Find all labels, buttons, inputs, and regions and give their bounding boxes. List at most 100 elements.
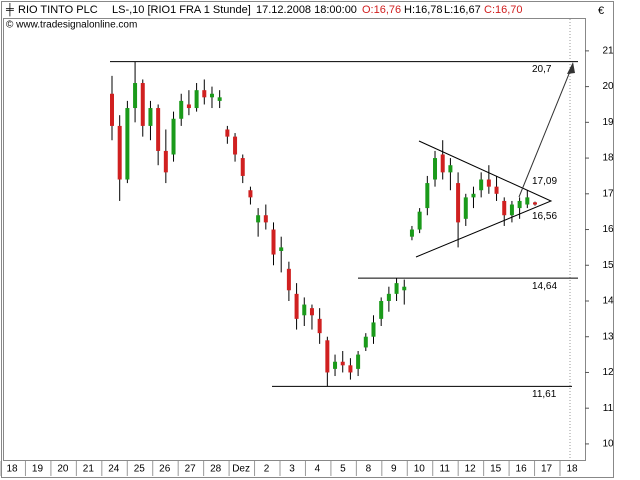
x-tick-label: 19 — [32, 464, 44, 475]
candle-body — [271, 229, 276, 255]
plot-border — [3, 18, 586, 461]
triangle-label: 17,09 — [532, 176, 557, 187]
x-tick-label: 18 — [6, 464, 18, 475]
level-label: 20,7 — [532, 64, 552, 75]
x-tick-label: 28 — [210, 464, 222, 475]
y-tick-label: 12 — [602, 367, 614, 378]
subtitle: LS-,10 [RIO1 FRA 1 Stunde] — [112, 4, 251, 16]
x-tick-label: 16 — [516, 464, 528, 475]
candle-body — [309, 308, 314, 316]
candle-body — [171, 118, 176, 155]
title: RIO TINTO PLC — [18, 4, 98, 16]
level-label: 14,64 — [532, 281, 557, 292]
x-tick-label: 9 — [391, 464, 397, 475]
candle-body — [125, 108, 130, 180]
candle-body — [340, 361, 345, 366]
candle-body — [386, 293, 391, 301]
y-tick-label: 16 — [602, 224, 614, 235]
source: © www.tradesignalonline.com — [6, 20, 137, 31]
candle-body — [463, 197, 468, 219]
candle-body — [256, 215, 261, 223]
candle-body — [417, 211, 422, 230]
y-tick-label: 20 — [602, 81, 614, 92]
triangle-label: 16,56 — [532, 211, 557, 222]
candle-body — [440, 154, 445, 173]
candle-body — [133, 83, 138, 109]
x-tick-label: 11 — [440, 464, 451, 475]
y-tick-label: 13 — [602, 331, 614, 342]
candle-body — [433, 158, 438, 180]
y-tick-label: 21 — [602, 46, 614, 57]
triangle — [415, 140, 553, 258]
currency: € — [598, 5, 604, 17]
timestamp: 17.12.2008 18:00:00 — [256, 4, 357, 16]
x-tick-label: 10 — [414, 464, 426, 475]
candle-body — [486, 179, 491, 187]
high-label: H:16,78 — [404, 4, 443, 16]
frame — [1, 1, 614, 478]
candle-body — [448, 165, 453, 173]
candle-body — [148, 108, 153, 126]
candle-body — [509, 204, 514, 216]
title-icon: ╪ — [5, 2, 14, 17]
candle-body — [363, 336, 368, 348]
x-tick-label: 5 — [340, 464, 346, 475]
candle-body — [533, 202, 537, 205]
y-tick-label: 10 — [602, 439, 614, 450]
y-tick-label: 18 — [602, 153, 614, 164]
y-tick-label: 11 — [603, 403, 614, 414]
y-tick-label: 15 — [602, 260, 614, 271]
candle-body — [233, 136, 238, 155]
x-tick-label: 12 — [465, 464, 477, 475]
candle-body — [156, 108, 161, 151]
x-tick-label: 24 — [108, 464, 120, 475]
open-label: O:16,76 — [362, 4, 401, 16]
candle-body — [163, 150, 168, 173]
x-tick-label: 2 — [264, 464, 270, 475]
candle-body — [425, 183, 430, 209]
x-tick-label: Dez — [232, 464, 250, 475]
candle-body — [140, 83, 145, 126]
candle-body — [302, 304, 307, 316]
x-tick-label: 17 — [541, 464, 553, 475]
level-label: 11,61 — [532, 389, 557, 400]
x-tick-label: 4 — [315, 464, 321, 475]
candle-body — [194, 90, 199, 109]
candle-body — [263, 215, 268, 223]
x-tick-label: 27 — [185, 464, 197, 475]
x-tick-label: 3 — [289, 464, 295, 475]
candle-body — [479, 179, 484, 191]
candle-body — [333, 361, 338, 369]
x-tick-label: 18 — [566, 464, 578, 475]
candle-body — [517, 200, 522, 209]
candle-body — [494, 186, 499, 194]
x-tick-label: 26 — [159, 464, 171, 475]
candle-body — [371, 322, 376, 337]
y-tick-label: 14 — [602, 296, 614, 307]
y-tick-label: 17 — [602, 188, 614, 199]
x-tick-label: 25 — [134, 464, 146, 475]
x-tick-label: 8 — [366, 464, 372, 475]
candle-body — [279, 247, 284, 251]
candle-body — [348, 365, 353, 373]
candle-body — [209, 93, 214, 98]
candle-body — [179, 100, 184, 119]
candle-body — [110, 93, 114, 126]
candle-body — [471, 193, 476, 198]
candle-body — [325, 340, 330, 373]
candle-body — [394, 283, 399, 294]
x-tick-label: 15 — [490, 464, 502, 475]
candle-body — [248, 190, 253, 198]
candle-body — [456, 183, 461, 223]
candle-body — [286, 268, 291, 291]
arrow-head — [567, 62, 575, 74]
candle-body — [525, 197, 530, 205]
candle-body — [240, 158, 245, 176]
y-tick-label: 19 — [602, 117, 614, 128]
candle-body — [186, 104, 191, 109]
candle-body — [317, 318, 322, 334]
candle-body — [402, 286, 407, 291]
candle-body — [409, 229, 414, 237]
x-tick-label: 21 — [83, 464, 95, 475]
